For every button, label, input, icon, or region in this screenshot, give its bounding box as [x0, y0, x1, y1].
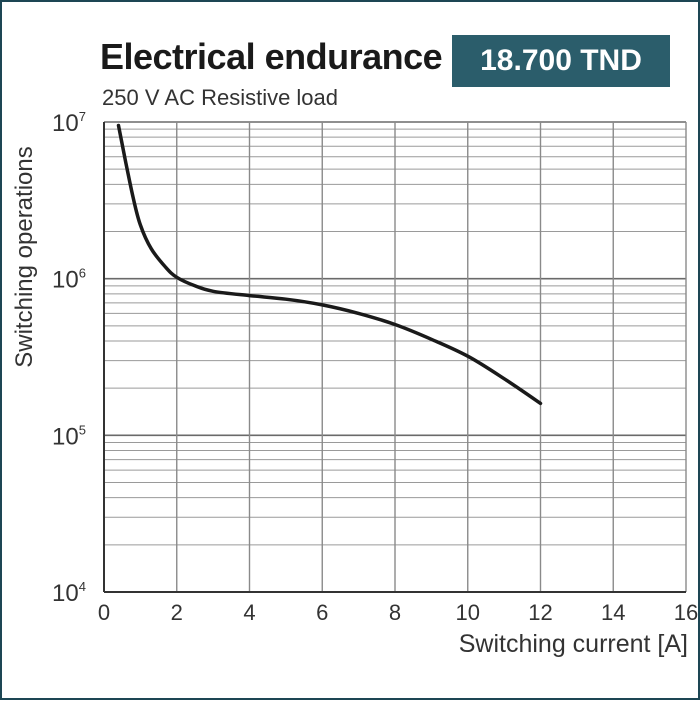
x-tick-label: 6 — [316, 600, 328, 625]
x-tick-label: 16 — [674, 600, 698, 625]
x-tick-label: 10 — [456, 600, 480, 625]
y-tick-label: 107 — [52, 109, 86, 137]
x-tick-label: 4 — [243, 600, 255, 625]
endurance-curve — [116, 123, 543, 406]
y-axis-label: Switching operations — [11, 146, 38, 368]
x-tick-label: 8 — [389, 600, 401, 625]
x-axis-label: Switching current [A] — [458, 630, 688, 658]
price-badge: 18.700 TND — [452, 35, 670, 87]
x-tick-label: 12 — [528, 600, 552, 625]
chart-title: Electrical endurance — [100, 36, 443, 77]
x-tick-label: 2 — [171, 600, 183, 625]
chart-subtitle: 250 V AC Resistive load — [102, 85, 339, 110]
x-tick-label: 0 — [98, 600, 110, 625]
x-tick-label: 14 — [601, 600, 625, 625]
y-tick-label: 104 — [52, 579, 86, 607]
y-tick-label: 106 — [52, 266, 86, 294]
y-tick-label: 105 — [52, 422, 86, 450]
